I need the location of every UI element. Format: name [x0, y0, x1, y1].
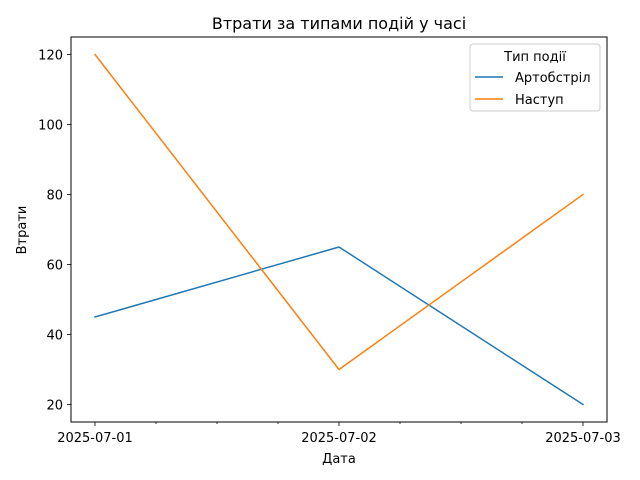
- x-axis: 2025-07-01 2025-07-02 2025-07-03: [57, 422, 621, 446]
- legend-items: Артобстріл Наступ: [475, 71, 591, 108]
- y-tick-label: 40: [46, 329, 63, 344]
- legend-title: Тип події: [503, 50, 566, 65]
- legend: Тип події Артобстріл Наступ: [469, 43, 601, 112]
- x-axis-label: Дата: [322, 452, 356, 467]
- legend-box: [469, 43, 601, 112]
- y-axis-label: Втрати: [15, 206, 30, 255]
- y-tick-label: 120: [38, 49, 63, 64]
- y-tick-label: 80: [46, 189, 63, 204]
- legend-label: Наступ: [515, 93, 564, 108]
- series-line-1: [93, 53, 585, 371]
- y-axis: 20 40 60 80 100 120: [38, 49, 71, 414]
- x-tick-label: 2025-07-01: [57, 431, 133, 446]
- legend-label: Артобстріл: [515, 71, 591, 86]
- series-line-0: [94, 246, 585, 406]
- chart-title: Втрати за типами подій у часі: [212, 14, 466, 33]
- x-tick-label: 2025-07-03: [545, 431, 621, 446]
- series-layer: [93, 53, 585, 406]
- y-tick-label: 60: [46, 259, 63, 274]
- y-tick-label: 20: [46, 399, 63, 414]
- y-tick-label: 100: [38, 119, 63, 134]
- x-tick-label: 2025-07-02: [301, 431, 377, 446]
